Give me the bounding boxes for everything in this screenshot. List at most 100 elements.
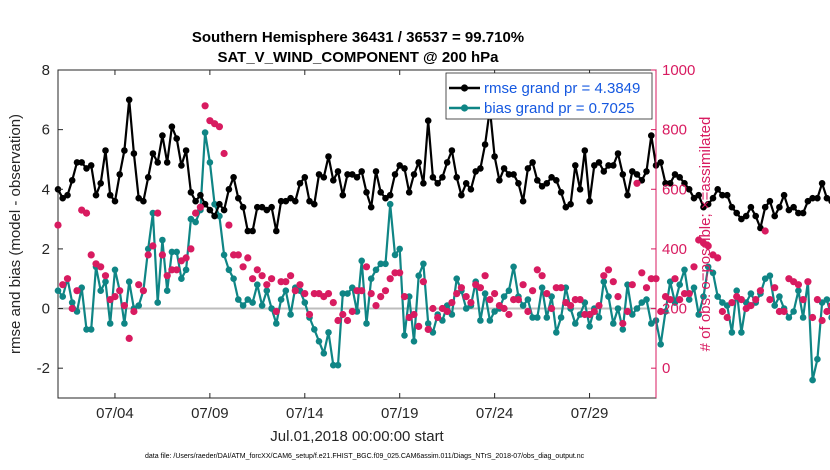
chart-title-line1: Southern Hemisphere 36431 / 36537 = 99.7… — [192, 29, 524, 46]
bias-point — [823, 296, 830, 303]
bias-point — [776, 293, 783, 300]
bias-point — [258, 302, 266, 309]
bias-point — [510, 263, 517, 271]
bias-point — [695, 311, 702, 318]
rmse-point — [287, 194, 294, 202]
obs-point — [761, 227, 769, 235]
obs-point — [400, 293, 409, 301]
bias-point — [334, 361, 342, 369]
rmse-point — [771, 212, 778, 220]
bias-point — [477, 317, 484, 324]
rmse-point — [761, 203, 769, 211]
obs-point — [343, 316, 352, 325]
rmse-point — [453, 174, 461, 181]
obs-point — [467, 299, 475, 307]
bias-point — [173, 248, 180, 256]
obs-point — [120, 302, 128, 310]
bias-point — [315, 338, 323, 345]
rmse-point — [700, 203, 707, 211]
bias-point — [795, 287, 802, 295]
rmse-point — [823, 194, 830, 202]
obs-point — [756, 287, 765, 295]
rmse-point — [92, 191, 100, 199]
bias-point — [83, 326, 90, 333]
rmse-point — [543, 180, 551, 187]
obs-point — [794, 281, 803, 289]
obs-point — [196, 203, 204, 211]
obs-point — [457, 284, 465, 292]
rmse-point — [396, 162, 404, 169]
rmse-point — [320, 174, 328, 181]
bias-point — [519, 302, 527, 309]
obs-point — [519, 281, 527, 289]
rmse-point — [377, 189, 385, 196]
obs-point — [187, 245, 195, 253]
y-right-axis-ticks: 0 200 400 600 800 1000 — [651, 62, 695, 398]
bias-point — [135, 302, 142, 309]
bias-point — [766, 272, 774, 280]
bias-point — [192, 218, 199, 226]
obs-point — [609, 278, 617, 286]
rmse-point — [657, 159, 664, 166]
bias-point — [54, 287, 62, 295]
bias-point — [524, 296, 532, 303]
bias-point — [557, 314, 565, 321]
rmse-point — [192, 197, 199, 205]
rmse-point — [97, 180, 104, 187]
obs-point — [476, 284, 484, 292]
obs-point — [771, 284, 779, 292]
obs-point — [139, 287, 147, 295]
obs-point — [619, 319, 627, 328]
bias-point — [401, 332, 408, 339]
rmse-point — [130, 150, 138, 157]
x-tick-label: 07/09 — [191, 405, 229, 422]
obs-point — [718, 307, 727, 316]
bias-point — [325, 329, 332, 336]
bias-point — [648, 320, 655, 327]
bias-point — [121, 320, 128, 327]
rmse-point — [633, 171, 641, 178]
obs-point — [410, 310, 418, 319]
obs-point — [453, 290, 461, 298]
rmse-point — [391, 171, 399, 178]
y-axis-label: rmse and bias (model - observation) — [7, 114, 24, 354]
x-axis-ticks: 07/04 07/09 07/14 07/19 07/24 07/29 — [96, 70, 608, 422]
rmse-point — [182, 147, 190, 154]
bias-point — [330, 361, 337, 369]
bias-point — [415, 272, 423, 280]
y-right-tick-label: 600 — [662, 181, 687, 198]
obs-point — [87, 251, 95, 259]
rmse-point — [339, 191, 347, 199]
obs-point — [111, 293, 119, 301]
legend-rmse-marker — [460, 84, 469, 92]
rmse-point — [780, 191, 788, 199]
rmse-point — [211, 212, 218, 220]
rmse-point — [685, 186, 693, 193]
rmse-point — [334, 168, 342, 175]
legend-box — [445, 72, 653, 120]
bias-point — [700, 293, 707, 300]
bias-point — [154, 299, 161, 306]
obs-point — [557, 284, 565, 292]
y-tick-label: 2 — [42, 241, 50, 258]
obs-point — [234, 251, 242, 259]
bias-point — [168, 248, 176, 256]
rmse-point — [629, 168, 636, 175]
plot-area — [57, 69, 657, 399]
bias-point — [311, 326, 318, 333]
bias-point — [809, 376, 816, 384]
rmse-point — [496, 177, 503, 184]
rmse-point — [500, 165, 508, 172]
legend-bias-marker — [460, 104, 469, 112]
obs-point — [567, 302, 575, 310]
bias-point — [420, 260, 427, 268]
bias-point — [538, 284, 546, 292]
x-tick-label: 07/14 — [286, 405, 324, 422]
bias-point — [287, 311, 294, 318]
rmse-point — [666, 180, 674, 187]
bias-point — [106, 320, 114, 327]
rmse-point — [690, 194, 698, 202]
obs-point — [524, 307, 532, 316]
bias-point — [500, 293, 508, 300]
rmse-point — [225, 186, 233, 193]
